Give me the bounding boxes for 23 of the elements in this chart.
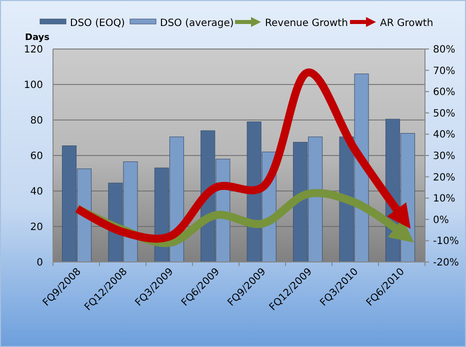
y2-tick-label: 30% <box>433 151 456 162</box>
legend-label: DSO (EOQ) <box>70 18 126 29</box>
y2-tick-label: -20% <box>433 258 459 268</box>
y2-tick-label: 70% <box>433 66 456 77</box>
y2-tick-label: 40% <box>433 130 456 141</box>
y-tick-label: 120 <box>24 44 43 56</box>
y2-tick-label: -10% <box>433 236 459 248</box>
y2-tick-label: 10% <box>433 194 456 205</box>
y2-tick-label: 0% <box>433 214 449 226</box>
legend-label: AR Growth <box>380 18 434 29</box>
y-tick-label: 0 <box>36 258 43 268</box>
y-tick-label: 20 <box>30 222 43 233</box>
y2-tick-label: 50% <box>433 108 456 120</box>
y-axis-title: Days <box>25 33 50 43</box>
y2-tick-label: 20% <box>433 172 456 184</box>
legend-label: Revenue Growth <box>265 18 348 29</box>
legend-label: DSO (average) <box>160 18 234 29</box>
y-tick-label: 40 <box>30 186 43 198</box>
y2-tick-label: 80% <box>433 44 456 56</box>
y2-tick-label: 60% <box>433 87 456 98</box>
y-tick-label: 60 <box>30 151 43 162</box>
y-tick-label: 80 <box>30 116 43 126</box>
y-tick-label: 100 <box>24 80 43 91</box>
